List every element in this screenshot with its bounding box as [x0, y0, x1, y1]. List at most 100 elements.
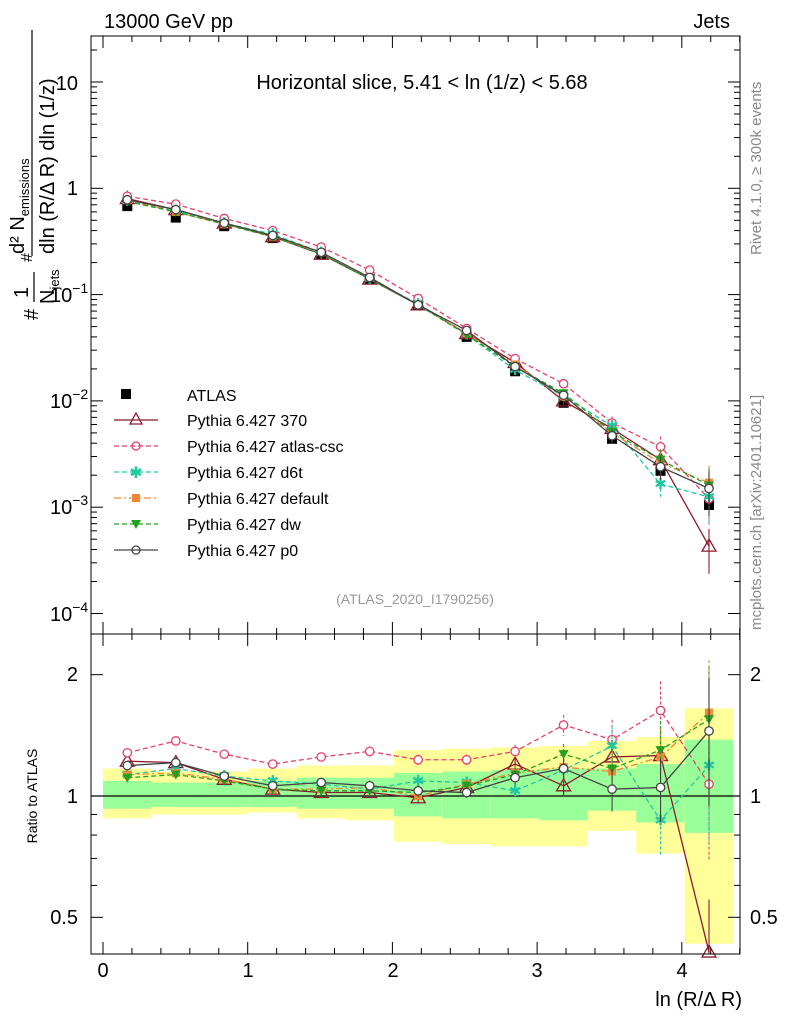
legend-label-dw: Pythia 6.427 dw: [187, 517, 301, 534]
ratio-atlas_csc-point: [461, 754, 472, 765]
ratio-atlas_csc-point: [219, 749, 230, 760]
ratio-p0-point: [413, 785, 424, 796]
process-label: Jets: [693, 11, 730, 33]
ratio-p0-point: [267, 780, 278, 791]
p0-point: [219, 218, 230, 229]
p0-point: [558, 390, 569, 401]
legend: ATLAS Pythia 6.427 370 Pythia 6.427 atla…: [114, 388, 344, 560]
ratio-d6t-point: ✱: [412, 773, 425, 790]
ratio-atlas_csc-point: [510, 746, 520, 757]
svg-text:1: 1: [11, 287, 33, 298]
ratio-p370-point: [361, 784, 378, 799]
legend-entry-atlas-csc: Pythia 6.427 atlas-csc: [114, 439, 344, 456]
ratio-y-tick-label-1-left: 1: [67, 786, 78, 808]
ratio-p0-point: [461, 787, 472, 798]
atlas-data-point: [170, 212, 181, 223]
p0-point: [364, 272, 375, 283]
y-tick-label-1e-1: 10−1: [50, 280, 88, 307]
ratio-frame: [90, 633, 741, 955]
ratio-p0-point: [364, 780, 375, 791]
analysis-tag: (ATLAS_2020_I1790256): [336, 591, 494, 607]
x-tick-label-2: 2: [387, 960, 398, 982]
ratio-atlas_csc-point: [316, 752, 327, 762]
ratio-atlas_csc-point: [413, 754, 424, 765]
svg-text:#: #: [21, 308, 43, 320]
y-tick-label-1e-4: 10−4: [50, 599, 88, 626]
ratio-y-tick-label-05-right: 0.5: [750, 907, 778, 929]
ratio-y-tick-label-2-right: 2: [750, 664, 761, 686]
p0-point: [510, 361, 520, 372]
energy-label: 13000 GeV pp: [104, 11, 233, 33]
ratio-dw-point: [170, 770, 181, 780]
y-tick-label-1: 1: [67, 178, 78, 200]
ratio-atlas_csc-point: [558, 720, 569, 730]
main-panel: ✱✱✱✱✱✱✱✱✱✱✱✱✱ Horizontal slice, 5.41 < l…: [7, 30, 741, 635]
ratio-p0-point: [704, 726, 714, 736]
uncertainty-band-green: [151, 782, 200, 807]
ratio-d6t-point: ✱: [606, 738, 619, 755]
p0-point: [122, 194, 133, 205]
legend-label-d6t: Pythia 6.427 d6t: [187, 465, 303, 482]
ratio-atlas_csc-point: [655, 705, 666, 716]
ratio-dw-point: [122, 773, 133, 783]
atlas_csc-point: [558, 378, 569, 389]
legend-entry-d6t: ✱ Pythia 6.427 d6t: [114, 465, 303, 482]
svg-text:d² Nemissions: d² Nemissions: [7, 158, 32, 254]
svg-text:#: #: [19, 253, 36, 262]
ratio-p0-point: [219, 771, 230, 782]
rivet-label: Rivet 4.1.0, ≥ 300k events: [748, 82, 765, 255]
ratio-p0-point: [558, 763, 569, 774]
x-tick-label-4: 4: [676, 960, 687, 982]
p0-point: [607, 430, 617, 441]
uncertainty-band-green: [199, 782, 249, 807]
ratio-atlas_csc-point: [364, 746, 375, 757]
y-tick-label-10: 10: [56, 73, 78, 95]
ratio-p370-point: [555, 777, 572, 792]
legend-label-atlas-csc: Pythia 6.427 atlas-csc: [187, 439, 344, 456]
mcplots-label: mcplots.cern.ch [arXiv:2401.10621]: [748, 395, 765, 630]
uncertainty-band-green: [103, 780, 152, 809]
p0-point: [316, 247, 327, 258]
chart-title: Horizontal slice, 5.41 < ln (1/z) < 5.68: [256, 72, 587, 94]
p0-point: [170, 204, 181, 215]
ratio-atlas_csc-point: [170, 736, 181, 746]
svg-text:dln (R/Δ R) dln (1/z): dln (R/Δ R) dln (1/z): [37, 78, 59, 254]
d6t-point: ✱: [654, 476, 667, 493]
ratio-p0-point: [607, 784, 617, 794]
legend-entry-default: Pythia 6.427 default: [114, 491, 329, 508]
legend-label-p0: Pythia 6.427 p0: [187, 543, 298, 560]
legend-label-370: Pythia 6.427 370: [187, 413, 307, 430]
p370-point: [700, 537, 718, 552]
ratio-y-axis-label: Ratio to ATLAS: [24, 749, 40, 844]
ratio-dw-point: [655, 746, 666, 756]
ratio-y-tick-label-05-left: 0.5: [50, 907, 78, 929]
x-axis-label: ln (R/Δ R): [655, 989, 742, 1011]
legend-entry-370: Pythia 6.427 370: [114, 411, 307, 430]
ratio-dw-point: [461, 781, 472, 791]
legend-entry-dw: Pythia 6.427 dw: [114, 517, 301, 534]
x-tick-label-3: 3: [531, 960, 542, 982]
ratio-p0-point: [170, 757, 181, 768]
x-tick-label-0: 0: [97, 960, 108, 982]
ratio-atlas_csc-point: [267, 759, 278, 769]
y-tick-label-1e-3: 10−3: [50, 492, 88, 519]
legend-entry-atlas: ATLAS: [121, 388, 237, 405]
p0-point: [267, 230, 278, 241]
ratio-p0-point: [655, 782, 666, 793]
x-tick-label-1: 1: [242, 960, 253, 982]
svg-text:Njets: Njets: [37, 269, 62, 304]
svg-text:✱: ✱: [129, 465, 142, 482]
ratio-p0-point: [510, 772, 520, 783]
ratio-atlas_csc-point: [122, 747, 133, 758]
p0-point: [655, 461, 666, 472]
ratio-p370-point: [700, 943, 718, 958]
main-y-axis-label: # 1 Njets # d² Nemissions dln (R/Δ R) dl…: [7, 30, 62, 320]
ratio-p0-point: [316, 777, 327, 788]
legend-label-default: Pythia 6.427 default: [187, 491, 329, 508]
ratio-dw-point: [558, 750, 569, 760]
legend-label-atlas: ATLAS: [187, 388, 237, 405]
ratio-dw-point: [607, 764, 618, 774]
y-tick-label-1e-2: 10−2: [50, 386, 88, 413]
legend-entry-p0: Pythia 6.427 p0: [114, 543, 298, 560]
